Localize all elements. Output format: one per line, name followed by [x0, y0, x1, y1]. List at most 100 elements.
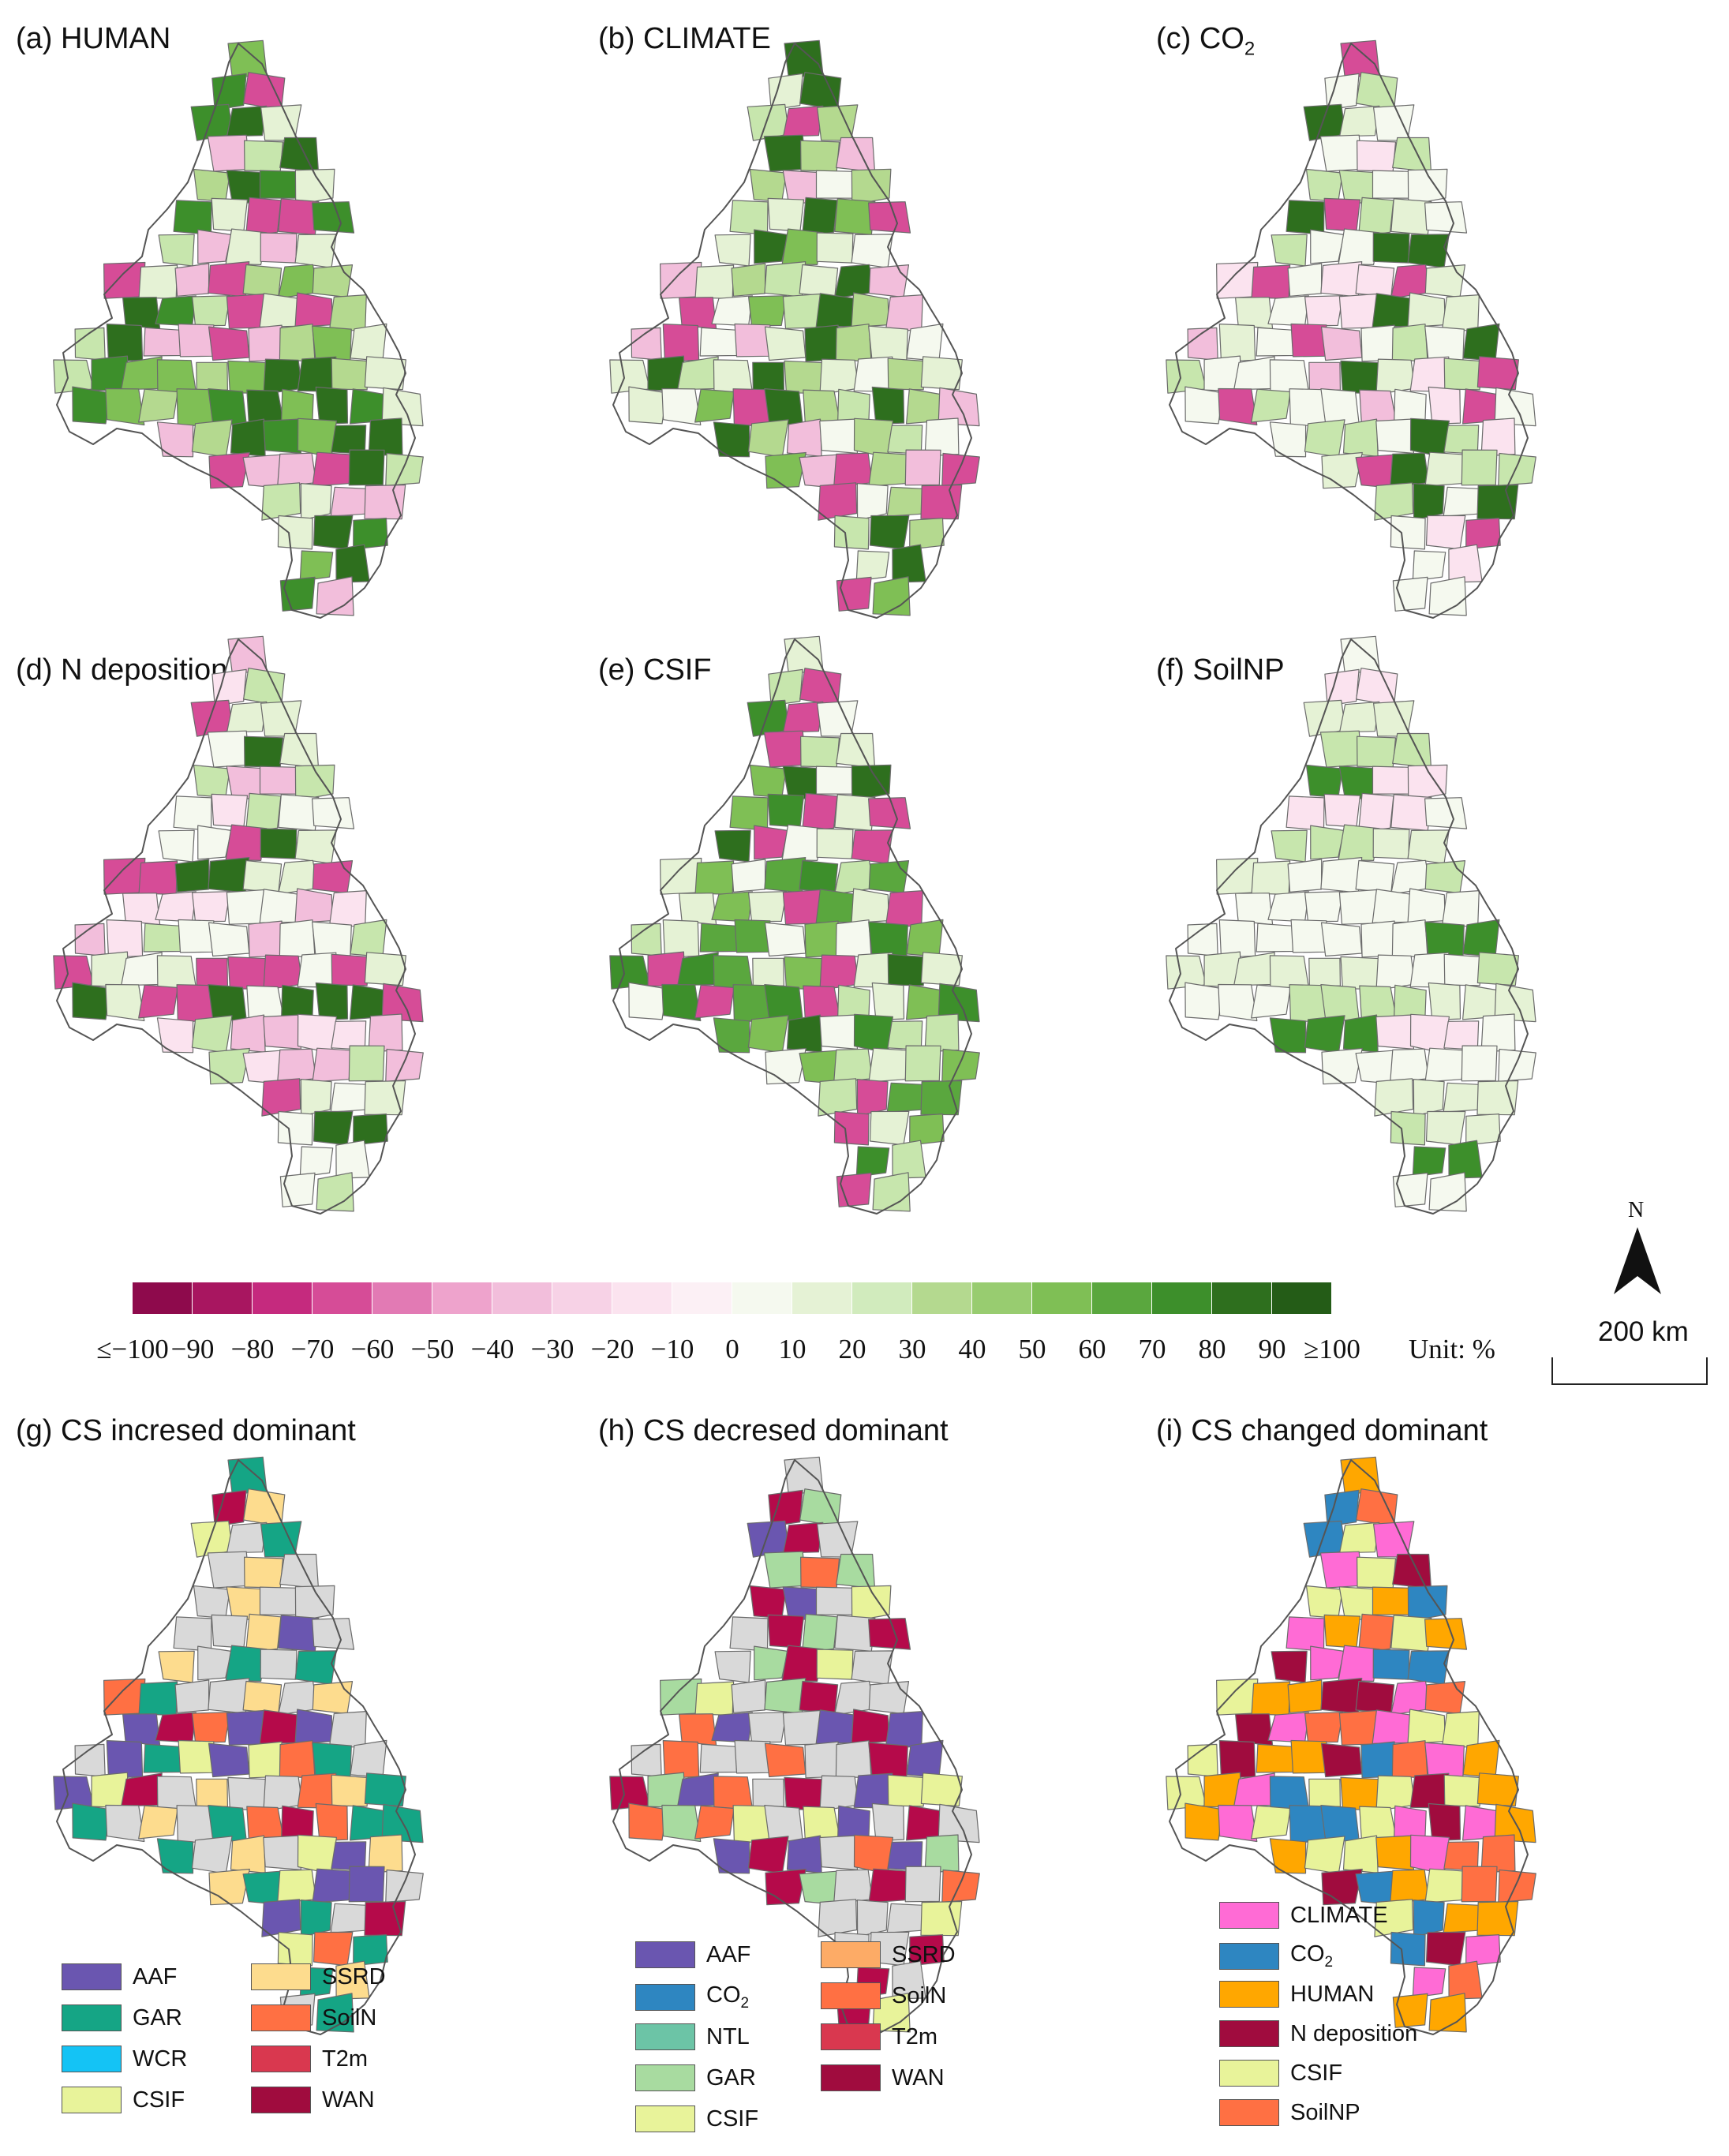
county-region — [1323, 793, 1361, 828]
county-region — [851, 168, 892, 206]
legend-item: N deposition — [1219, 2020, 1417, 2047]
legend-item: T2m — [821, 2023, 937, 2050]
county-region — [1324, 1489, 1360, 1527]
county-region — [906, 1739, 944, 1778]
county-region — [803, 985, 841, 1021]
county-region — [694, 860, 735, 895]
county-region — [1465, 1114, 1501, 1146]
county-region — [277, 1110, 313, 1146]
legend-label: GAR — [706, 2064, 756, 2090]
county-region — [294, 234, 337, 268]
county-region — [799, 668, 842, 706]
county-region — [364, 1900, 406, 1937]
scale-bar — [1551, 1357, 1708, 1385]
county-region — [1360, 1741, 1395, 1779]
county-region — [208, 1742, 250, 1778]
county-region — [350, 919, 387, 957]
colorbar-tick-label: −80 — [230, 1334, 275, 1364]
county-region — [729, 795, 769, 831]
county-region — [155, 295, 196, 327]
county-region — [1357, 736, 1397, 768]
county-region — [747, 1520, 790, 1558]
county-region — [887, 1774, 926, 1807]
county-region — [1355, 1680, 1395, 1714]
county-region — [1251, 860, 1291, 895]
county-region — [679, 1713, 717, 1746]
county-region — [1412, 1967, 1446, 1998]
county-region — [803, 389, 841, 425]
county-region — [1290, 1739, 1327, 1774]
county-region — [353, 1934, 388, 1967]
county-region — [699, 923, 738, 953]
county-region — [261, 1078, 301, 1117]
county-region — [713, 421, 750, 458]
county-region — [801, 197, 838, 238]
colorbar-segment — [1032, 1282, 1092, 1314]
county-region — [819, 1014, 859, 1050]
county-region — [871, 386, 905, 425]
legend-label: CSIF — [133, 2087, 185, 2113]
county-region — [1286, 1616, 1325, 1652]
county-region — [312, 1047, 354, 1083]
county-region — [924, 1834, 960, 1873]
county-region — [752, 361, 784, 391]
county-region — [191, 1836, 233, 1874]
legend-g: AAF SSRD GAR SoilN WCR T2m CSIF WAN — [62, 1963, 409, 2153]
legend-item: HUMAN — [1219, 1981, 1374, 2008]
county-region — [833, 1110, 870, 1146]
county-region — [767, 197, 805, 232]
county-region — [1355, 859, 1395, 893]
county-region — [801, 1613, 838, 1654]
map-panel-f — [1166, 635, 1536, 1215]
county-region — [259, 1586, 300, 1615]
county-region — [694, 264, 735, 299]
colorbar-tick-label: 90 — [1258, 1334, 1286, 1364]
county-region — [868, 1868, 911, 1903]
county-region — [835, 1740, 872, 1779]
county-region — [297, 417, 337, 459]
county-region — [1498, 1048, 1536, 1082]
county-region — [173, 795, 212, 831]
county-region — [694, 1805, 735, 1840]
county-region — [851, 292, 889, 328]
county-region — [1303, 1520, 1346, 1558]
county-region — [835, 919, 872, 958]
colorbar-segment — [312, 1282, 372, 1314]
legend-item: SoilNP — [1219, 2099, 1360, 2126]
colorbar-tick-label: 60 — [1078, 1334, 1106, 1364]
colorbar-segment — [912, 1282, 972, 1314]
county-region — [1308, 1778, 1341, 1808]
county-region — [207, 1551, 250, 1589]
county-region — [211, 1614, 249, 1649]
county-region — [208, 922, 250, 957]
legend-swatch — [251, 1963, 311, 1990]
county-region — [227, 1456, 268, 1494]
county-region — [886, 1082, 927, 1113]
county-region — [248, 1741, 283, 1779]
panel-title-d: (d) N deposition — [16, 653, 228, 687]
legend-swatch — [62, 2004, 122, 2031]
county-region — [364, 1080, 406, 1116]
county-region — [1372, 1586, 1413, 1615]
county-region — [855, 550, 890, 582]
county-region — [1269, 1017, 1307, 1054]
county-region — [868, 921, 908, 958]
county-region — [1390, 515, 1426, 550]
county-region — [312, 860, 354, 894]
county-region — [1443, 1774, 1482, 1807]
county-region — [783, 105, 824, 137]
county-region — [312, 1931, 354, 1967]
region-outline — [612, 43, 972, 619]
county-region — [661, 387, 702, 426]
county-region — [763, 134, 806, 172]
north-label: N — [1628, 1198, 1645, 1222]
county-region — [752, 957, 784, 987]
county-region — [1424, 264, 1466, 298]
county-region — [1372, 1649, 1410, 1680]
county-region — [138, 264, 178, 299]
county-region — [783, 1522, 824, 1554]
county-region — [763, 730, 806, 768]
colorbar-tick-label: −40 — [470, 1334, 515, 1364]
county-region — [197, 1645, 232, 1681]
county-region — [158, 234, 195, 267]
